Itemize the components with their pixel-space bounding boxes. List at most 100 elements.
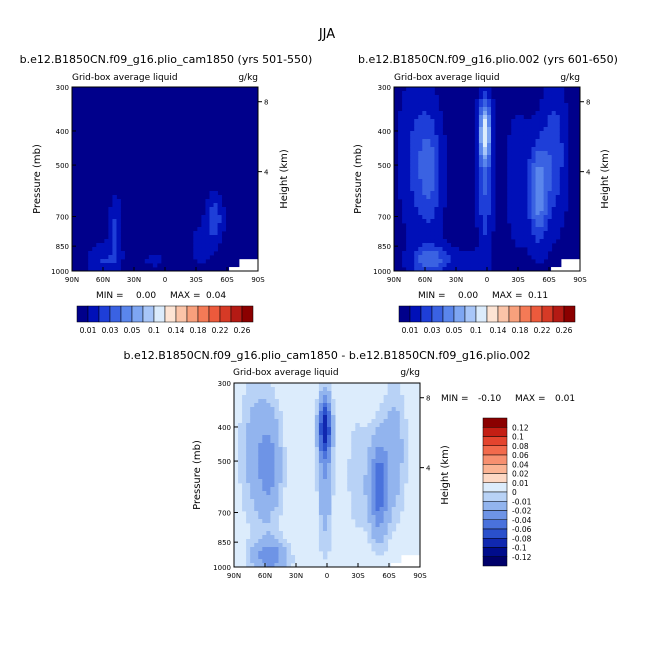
field-cell	[535, 163, 540, 168]
field-cell	[414, 87, 419, 92]
field-cell	[511, 143, 516, 148]
field-cell	[327, 383, 332, 388]
field-cell	[270, 431, 275, 436]
field-cell	[430, 187, 435, 192]
field-cell	[322, 483, 328, 488]
field-cell	[322, 503, 328, 508]
field-cell	[527, 175, 532, 180]
field-cell	[322, 555, 328, 560]
field-cell	[242, 495, 247, 500]
field-cell	[414, 143, 419, 148]
field-cell	[527, 147, 532, 152]
field-cell	[547, 203, 553, 208]
field-cell	[563, 163, 569, 168]
field-cell	[535, 115, 540, 120]
field-cell	[318, 431, 324, 436]
field-cell	[482, 267, 488, 272]
colorbar-diff-swatch	[482, 436, 508, 446]
field-cell	[278, 555, 283, 560]
field-cell	[399, 503, 405, 508]
field-cell	[391, 475, 397, 480]
field-cell	[531, 139, 536, 144]
field-cell	[462, 251, 468, 256]
field-cell	[434, 143, 439, 148]
field-cell	[555, 231, 561, 236]
field-cell	[535, 211, 540, 216]
field-cell	[395, 471, 401, 476]
field-cell	[318, 539, 324, 544]
field-cell	[379, 503, 385, 508]
field-cell	[395, 423, 401, 428]
field-cell	[414, 207, 419, 212]
field-cell	[418, 239, 423, 244]
field-cell	[487, 159, 492, 164]
field-cell	[270, 391, 275, 396]
field-cell	[551, 163, 557, 168]
field-cell	[434, 199, 439, 204]
field-cell	[318, 391, 324, 396]
field-cell	[282, 467, 287, 472]
field-cell	[262, 423, 267, 428]
field-cell	[270, 543, 275, 548]
field-cell	[379, 507, 385, 512]
field-cell	[238, 455, 243, 460]
field-cell	[363, 451, 368, 456]
field-cell	[539, 223, 545, 228]
field-cell	[395, 431, 401, 436]
field-cell	[434, 115, 439, 120]
field-cell	[391, 431, 397, 436]
field-cell	[511, 211, 516, 216]
colorbar-label: 0.14	[490, 326, 507, 335]
field-cell	[270, 423, 275, 428]
field-cell	[314, 471, 320, 476]
field-cell	[318, 543, 324, 548]
field-cell	[262, 463, 267, 468]
field-cell	[426, 135, 431, 140]
field-cell	[322, 391, 328, 396]
colorbar-swatch	[197, 305, 210, 323]
field-cell	[487, 147, 492, 152]
field-cell	[391, 439, 397, 444]
field-cell	[523, 143, 528, 148]
field-cell	[539, 175, 545, 180]
field-cell	[426, 235, 431, 240]
field-cell	[278, 491, 283, 496]
field-cell	[331, 447, 336, 452]
field-cell	[209, 231, 214, 236]
field-cell	[391, 483, 397, 488]
field-cell	[535, 131, 540, 136]
field-cell	[262, 491, 267, 496]
field-cell	[266, 523, 271, 528]
field-cell	[327, 455, 332, 460]
field-cell	[418, 227, 423, 232]
field-cell	[535, 159, 540, 164]
colorbar-diff-label: -0.06	[512, 525, 532, 534]
field-cell	[254, 451, 259, 456]
field-cell	[470, 259, 476, 264]
field-cell	[430, 135, 435, 140]
field-cell	[547, 139, 553, 144]
field-cell	[402, 255, 407, 260]
field-cell	[426, 95, 431, 100]
field-cell	[242, 411, 247, 416]
field-cell	[414, 139, 419, 144]
field-cell	[246, 487, 251, 492]
field-cell	[430, 155, 435, 160]
field-cell	[559, 223, 565, 228]
field-cell	[442, 155, 447, 160]
field-cell	[434, 239, 439, 244]
field-cell	[507, 167, 512, 172]
field-cell	[262, 551, 267, 556]
field-cell	[286, 563, 292, 568]
x-tick-label: 90S	[251, 276, 265, 284]
field-cell	[426, 243, 431, 248]
field-cell	[391, 395, 397, 400]
field-cell	[205, 211, 210, 216]
field-cell	[474, 223, 480, 228]
field-cell	[527, 251, 532, 256]
field-cell	[491, 123, 496, 128]
field-cell	[523, 151, 528, 156]
field-cell	[351, 451, 356, 456]
field-cell	[403, 479, 409, 484]
